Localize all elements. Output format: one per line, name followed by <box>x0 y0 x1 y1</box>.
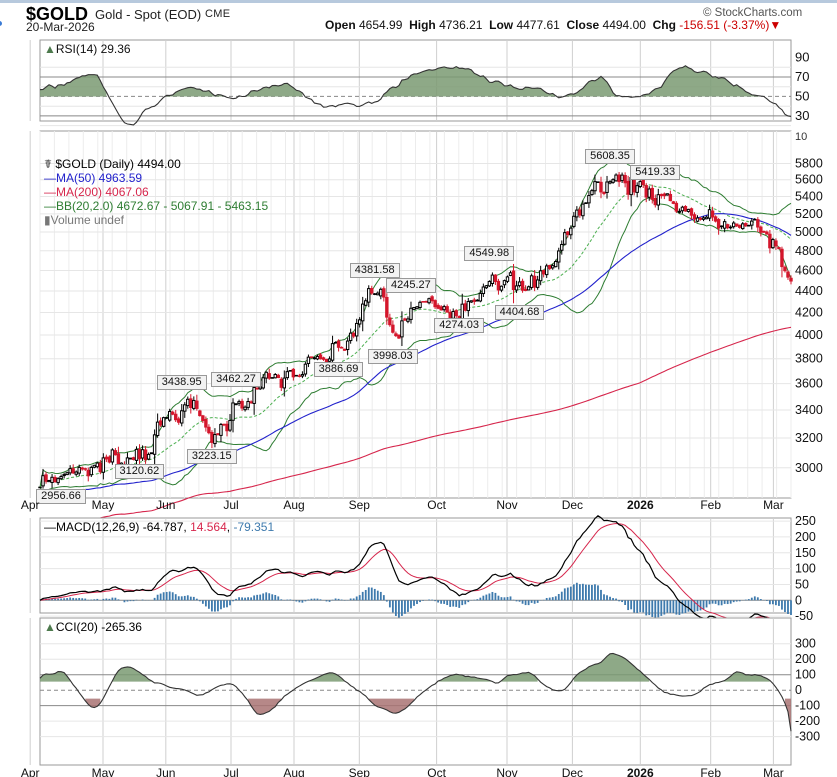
svg-text:Oct: Oct <box>427 766 446 777</box>
svg-text:2026: 2026 <box>627 766 654 777</box>
svg-text:100: 100 <box>795 668 816 682</box>
svg-text:Sep: Sep <box>349 766 371 777</box>
svg-text:-100: -100 <box>795 699 820 713</box>
svg-text:Nov: Nov <box>496 766 517 777</box>
svg-text:Aug: Aug <box>283 766 304 777</box>
svg-text:Jul: Jul <box>223 766 238 777</box>
svg-text:0: 0 <box>795 683 802 697</box>
svg-text:-300: -300 <box>795 730 820 744</box>
svg-text:200: 200 <box>795 652 816 666</box>
svg-text:300: 300 <box>795 637 816 651</box>
svg-text:Dec: Dec <box>562 766 583 777</box>
svg-text:May: May <box>92 766 115 777</box>
svg-text:Mar: Mar <box>763 766 784 777</box>
svg-text:Feb: Feb <box>700 766 721 777</box>
svg-text:Apr: Apr <box>21 766 40 777</box>
svg-text:Jun: Jun <box>156 766 175 777</box>
svg-text:-200: -200 <box>795 714 820 728</box>
